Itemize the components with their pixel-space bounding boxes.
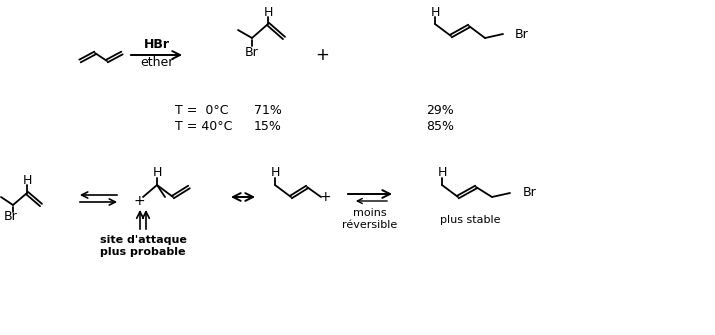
Text: H: H: [152, 166, 162, 180]
Text: 15%: 15%: [254, 120, 282, 133]
Text: plus stable: plus stable: [440, 215, 500, 225]
Text: Br: Br: [515, 27, 529, 41]
Text: ether: ether: [140, 56, 174, 68]
Text: H: H: [438, 166, 447, 180]
Text: Br: Br: [4, 210, 18, 223]
Text: 85%: 85%: [426, 120, 454, 133]
Text: +: +: [319, 190, 331, 204]
Text: T =  0°C: T = 0°C: [175, 104, 229, 117]
Text: 29%: 29%: [426, 104, 454, 117]
Text: Br: Br: [523, 187, 537, 200]
Text: 71%: 71%: [254, 104, 282, 117]
Text: H: H: [270, 166, 280, 180]
Text: H: H: [263, 5, 272, 18]
Text: H: H: [430, 5, 440, 18]
Text: +: +: [315, 46, 329, 64]
Text: +: +: [133, 194, 145, 208]
Text: T = 40°C: T = 40°C: [175, 120, 232, 133]
Text: moins
réversible: moins réversible: [342, 208, 398, 230]
Text: site d'attaque
plus probable: site d'attaque plus probable: [99, 235, 187, 257]
Text: H: H: [22, 174, 31, 187]
Text: HBr: HBr: [144, 38, 170, 51]
Text: Br: Br: [245, 46, 259, 59]
